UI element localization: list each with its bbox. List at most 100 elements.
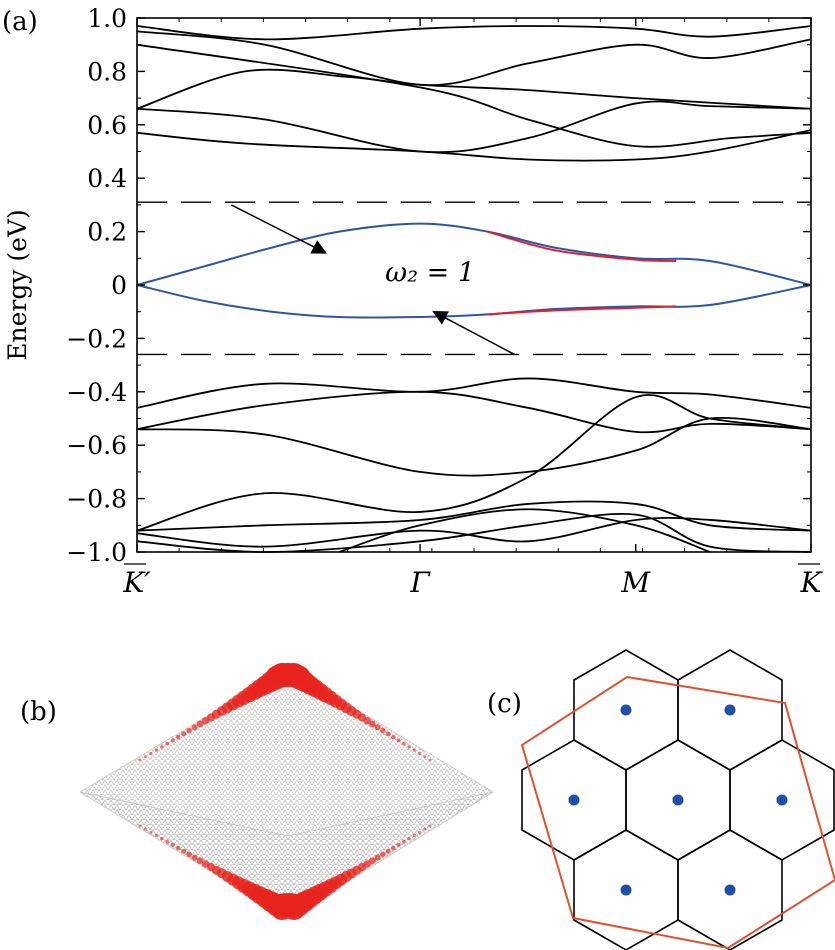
hexagon-tiling <box>521 649 835 950</box>
edge-state-dot <box>412 748 416 752</box>
edge-state-dot <box>407 745 411 749</box>
edge-state-dot <box>143 755 147 759</box>
edge-state-dot <box>396 842 401 847</box>
band-series <box>136 25 812 553</box>
edge-state-dot <box>154 748 159 752</box>
edge-state-dot <box>428 824 432 828</box>
annotation-arrow-1 <box>432 310 515 356</box>
y-tick-label-2: −0.6 <box>66 431 127 460</box>
band-line-0 <box>136 25 812 41</box>
y-tick-label-8: 0.6 <box>87 111 127 140</box>
edge-state-dot <box>165 839 170 844</box>
band-line-3 <box>136 100 812 154</box>
edge-state-dot <box>186 851 192 858</box>
y-tick-label-7: 0.4 <box>87 164 127 193</box>
panel-label-a: (a) <box>2 7 38 37</box>
edge-state-dot <box>170 842 175 847</box>
band-line-4 <box>136 129 812 162</box>
k-point-dot-1 <box>724 704 736 716</box>
edge-state-dot <box>149 830 153 834</box>
edge-state-dot <box>423 755 427 759</box>
edge-state-dot <box>380 851 386 858</box>
edge-state-dot <box>380 727 386 734</box>
edge-state-dot <box>391 845 396 851</box>
panel-label-b: (b) <box>20 697 57 727</box>
edge-state-dot <box>181 731 187 737</box>
annotation: ω₂ = 1 <box>231 204 515 356</box>
edge-state-dot <box>369 857 376 865</box>
annotation-arrow-0 <box>231 204 328 254</box>
band-line-14 <box>136 500 812 532</box>
k-point-dot-2 <box>568 794 580 806</box>
edge-state-dot <box>407 836 411 841</box>
edge-state-dot <box>417 751 422 756</box>
k-point-dot-5 <box>620 884 632 896</box>
x-ticks: K′ Γ M K <box>122 18 824 599</box>
band-line-13 <box>136 394 812 532</box>
supercell-outline <box>520 675 835 950</box>
edge-state-dot <box>175 734 181 740</box>
k-point-dot-6 <box>724 884 736 896</box>
edge-state-dot <box>186 727 192 734</box>
annotation-text: ω₂ = 1 <box>385 258 475 289</box>
edge-state-dot <box>138 758 142 762</box>
y-tick-label-3: −0.4 <box>66 378 127 407</box>
edge-state-dot <box>160 836 164 841</box>
band-line-15 <box>136 517 812 548</box>
edge-state-dot <box>160 745 164 749</box>
edge-state-dot <box>181 848 187 854</box>
edge-state-dot <box>138 824 142 828</box>
brillouin-zone-panel: (c) <box>487 649 835 950</box>
y-tick-label-6: 0.2 <box>87 218 127 247</box>
k-point-dot-4 <box>776 794 788 806</box>
edge-state-dot <box>412 833 416 838</box>
edge-state-dot <box>401 839 406 844</box>
edge-state-dot <box>374 854 381 861</box>
band-line-6 <box>136 222 812 286</box>
lattice-panel: (b) <box>20 663 494 920</box>
y-axis-label: Energy (eV) <box>3 209 32 361</box>
edge-state-dot <box>417 830 422 834</box>
edge-state-dot <box>428 758 432 762</box>
edge-state-dot <box>143 827 147 831</box>
edge-state-dot <box>396 738 401 743</box>
band-line-9 <box>487 305 677 316</box>
hexagon-6 <box>677 829 783 950</box>
edge-state-dot <box>374 724 381 731</box>
edge-state-dot <box>149 751 153 756</box>
edge-state-dot <box>423 827 427 831</box>
edge-state-dot <box>170 738 175 743</box>
y-tick-label-9: 0.8 <box>87 57 127 86</box>
y-ticks: −1.0 −0.8 −0.6 −0.4 −0.2 0 0.2 0.4 0.6 0.8 1.0 <box>66 4 811 567</box>
y-tick-label-0: −1.0 <box>66 538 127 567</box>
x-tick-label-3: K <box>800 566 824 599</box>
band-line-2 <box>136 68 812 110</box>
edge-states <box>138 663 432 920</box>
band-line-7 <box>487 230 677 262</box>
edge-state-dot <box>385 731 391 737</box>
edge-state-dot <box>165 741 170 746</box>
edge-state-dot <box>191 854 198 861</box>
y-tick-label-1: −0.8 <box>66 485 127 514</box>
edge-state-dot <box>175 845 181 851</box>
x-tick-label-0: K′ <box>122 566 151 599</box>
band-line-17 <box>338 508 711 553</box>
band-line-11 <box>136 390 812 434</box>
edge-state-dot <box>154 833 159 838</box>
band-line-8 <box>136 284 812 319</box>
band-line-1 <box>136 30 812 87</box>
edge-state-dot <box>196 720 204 728</box>
panel-label-c: (c) <box>487 689 522 719</box>
edge-state-dot <box>196 857 204 865</box>
band-line-5 <box>136 43 812 148</box>
y-tick-label-10: 1.0 <box>87 4 127 33</box>
k-point-dot-0 <box>620 704 632 716</box>
band-structure-panel: (a) −1.0 −0.8 −0.6 −0.4 −0.2 0 0.2 0.4 0.6 0.8 1.0… <box>2 4 824 599</box>
x-tick-label-1: Γ <box>409 566 431 599</box>
fermi-window-lines <box>137 201 811 356</box>
x-tick-label-2: M <box>620 566 651 599</box>
band-line-12 <box>136 417 812 477</box>
y-tick-label-4: −0.2 <box>66 324 127 353</box>
edge-state-dot <box>385 848 391 854</box>
